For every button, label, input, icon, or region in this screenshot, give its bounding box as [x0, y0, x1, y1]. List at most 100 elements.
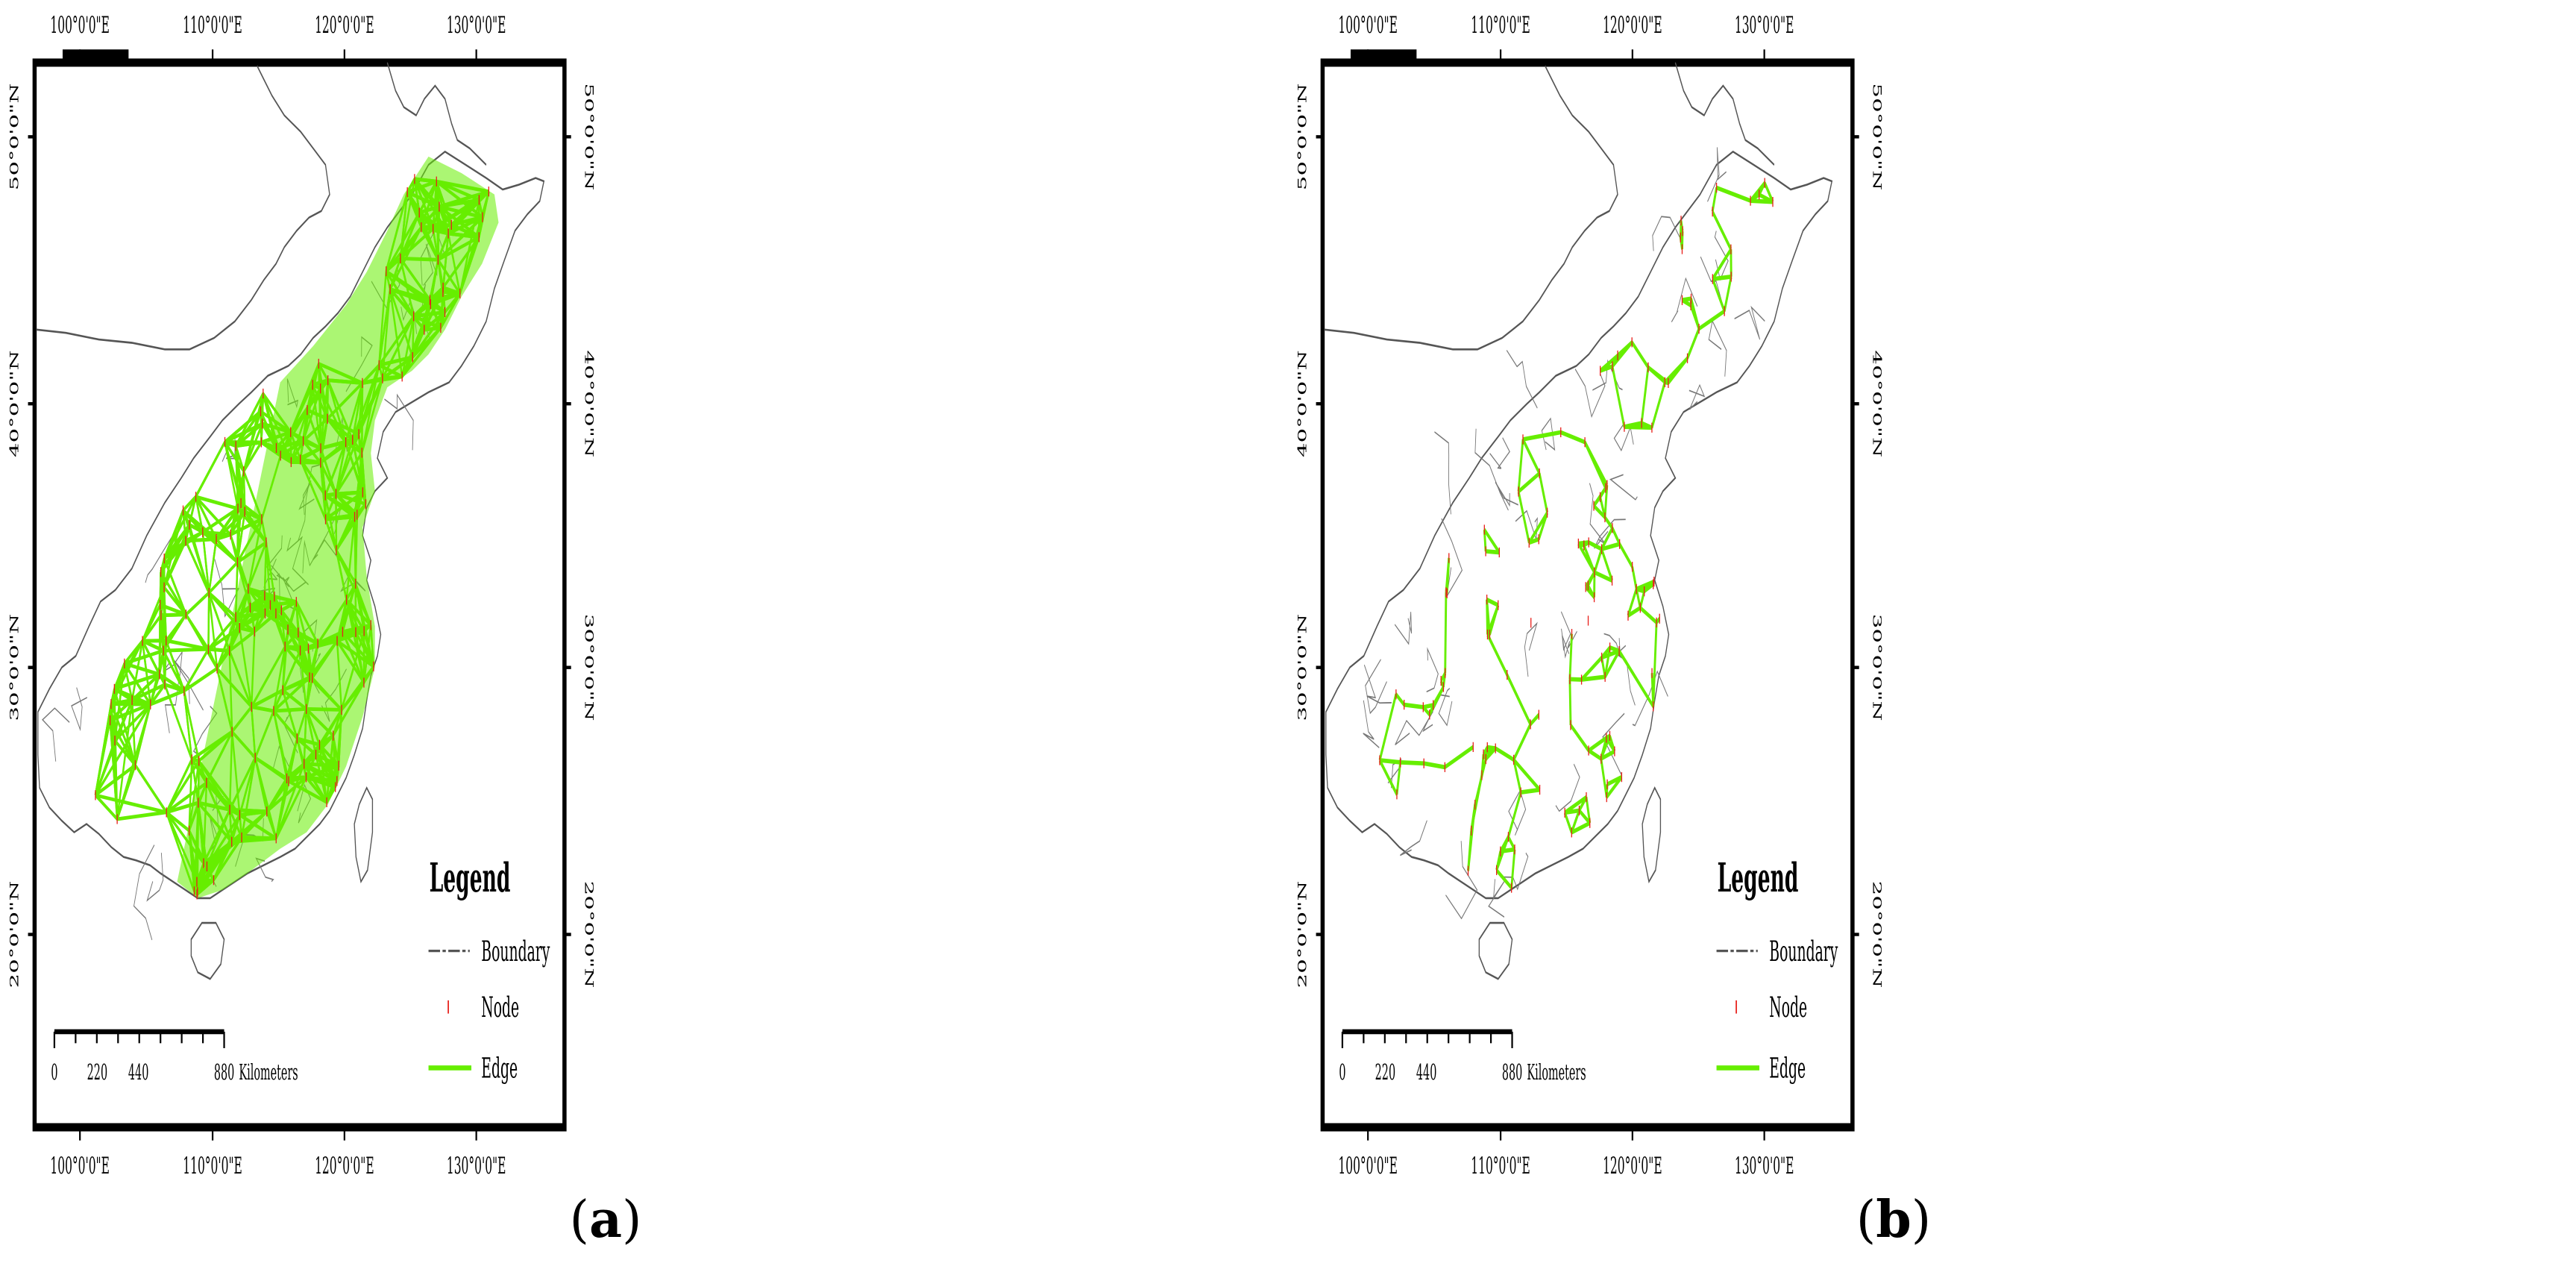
- edge-line: [113, 689, 119, 820]
- panel-caption-b: (b): [1856, 1190, 1932, 1250]
- lon-label-bottom: 100°0'0"E: [50, 1152, 110, 1179]
- edge-line: [1652, 622, 1658, 707]
- edge-line: [207, 648, 218, 670]
- boundary-lines: [1324, 62, 1833, 980]
- edge-line: [183, 690, 193, 760]
- edge-line: [1569, 677, 1582, 682]
- map-figure-b: 100°0'0"E 100°0'0"E 110°0'0"E 110°0'0"E 120°…: [1295, 11, 1884, 1179]
- edge-line: [1588, 748, 1602, 761]
- edge-line: [1585, 585, 1595, 600]
- province-line: [1395, 710, 1433, 746]
- edge-line: [1507, 791, 1522, 839]
- edge-line: [1500, 847, 1515, 854]
- edge-line: [235, 410, 262, 448]
- edge-line: [131, 672, 160, 702]
- edge-line: [150, 689, 185, 706]
- edge-line: [160, 539, 186, 574]
- province-line: [1363, 700, 1380, 748]
- edge-line: [1512, 757, 1541, 792]
- lon-label-bottom: 130°0'0"E: [1735, 1152, 1794, 1179]
- lat-label-right: 20°0'0"N: [1870, 881, 1884, 988]
- edge-line: [1599, 496, 1606, 518]
- edge-line: [202, 507, 239, 534]
- edge-line: [1404, 702, 1424, 709]
- edge-line: [95, 793, 118, 821]
- edge-line: [1486, 597, 1499, 607]
- legend-edge-label: Edge: [481, 1053, 518, 1085]
- scale-bar-label: 0: [51, 1061, 57, 1085]
- edge-lines: [1378, 181, 1774, 890]
- top-scale-block: [1350, 49, 1417, 63]
- province-line: [145, 533, 175, 583]
- edge-line: [183, 690, 200, 762]
- lat-label-right: 20°0'0"N: [582, 881, 596, 988]
- edge-line: [1578, 808, 1591, 825]
- edge-line: [1712, 248, 1732, 281]
- edge-line: [1378, 693, 1398, 762]
- edge-line: [1588, 736, 1607, 753]
- edge-line: [150, 683, 166, 706]
- province-line: [1652, 216, 1681, 251]
- province-line: [1609, 474, 1638, 501]
- province-line: [1671, 277, 1698, 323]
- lon-label-bottom: 120°0'0"E: [1603, 1152, 1662, 1179]
- edge-lines: [94, 156, 499, 898]
- edge-line: [1594, 570, 1612, 583]
- scale-bar-unit: Kilometers: [1527, 1061, 1586, 1085]
- edge-line: [1690, 297, 1700, 330]
- province-line: [1734, 305, 1765, 340]
- edge-line: [1423, 703, 1433, 709]
- province-line: [1592, 359, 1623, 391]
- edge-line: [1400, 760, 1424, 766]
- edge-line: [1585, 796, 1592, 824]
- edge-line: [142, 639, 166, 686]
- province-line: [133, 845, 155, 941]
- edge-line: [1378, 759, 1398, 796]
- edge-line: [1564, 795, 1587, 815]
- edge-line: [1568, 633, 1573, 680]
- edge-line: [1611, 366, 1626, 428]
- edge-line: [1627, 588, 1638, 617]
- edge-line: [1395, 692, 1405, 707]
- lat-label-right: 50°0'0"N: [1870, 83, 1884, 190]
- edge-line: [1483, 527, 1501, 554]
- edge-line: [95, 703, 151, 797]
- edge-line: [1618, 649, 1654, 709]
- legend-title: Legend: [430, 855, 511, 901]
- edge-line: [1588, 540, 1602, 551]
- northeast-border-line: [386, 62, 487, 166]
- edge-line: [1712, 275, 1732, 281]
- edge-line: [1682, 296, 1691, 303]
- edge-line: [1635, 588, 1642, 609]
- lon-label-top: 120°0'0"E: [315, 11, 374, 39]
- province-line: [1555, 763, 1580, 812]
- province-line: [1688, 383, 1706, 410]
- map-figure-a: 100°0'0"E 100°0'0"E 110°0'0"E 110°0'0"E 120°…: [7, 11, 596, 1179]
- hainan-outline: [1478, 921, 1513, 980]
- province-line: [1602, 712, 1625, 776]
- edge-line: [1712, 210, 1732, 251]
- lon-label-top: 130°0'0"E: [1735, 11, 1794, 39]
- edge-line: [208, 591, 236, 619]
- edge-line: [165, 639, 185, 692]
- edge-line: [160, 570, 187, 616]
- edge-line: [1581, 674, 1606, 682]
- edge-line: [195, 495, 239, 511]
- province-line: [1426, 647, 1439, 693]
- lat-label-left: 50°0'0"N: [1295, 83, 1309, 190]
- edge-line: [242, 471, 246, 513]
- edge-line: [185, 612, 210, 651]
- edge-line: [1444, 745, 1474, 770]
- lon-label-bottom: 110°0'0"E: [1471, 1152, 1530, 1179]
- edge-line: [1486, 549, 1500, 555]
- province-line: [1506, 349, 1538, 409]
- edge-line: [208, 592, 230, 652]
- edge-line: [1570, 723, 1589, 753]
- edge-line: [1510, 849, 1516, 889]
- edge-line: [1640, 366, 1650, 424]
- edge-line: [1600, 749, 1615, 761]
- edge-line: [94, 698, 133, 797]
- lon-label-bottom: 120°0'0"E: [315, 1152, 374, 1179]
- edge-line: [1518, 471, 1540, 494]
- lon-label-bottom: 130°0'0"E: [447, 1152, 506, 1179]
